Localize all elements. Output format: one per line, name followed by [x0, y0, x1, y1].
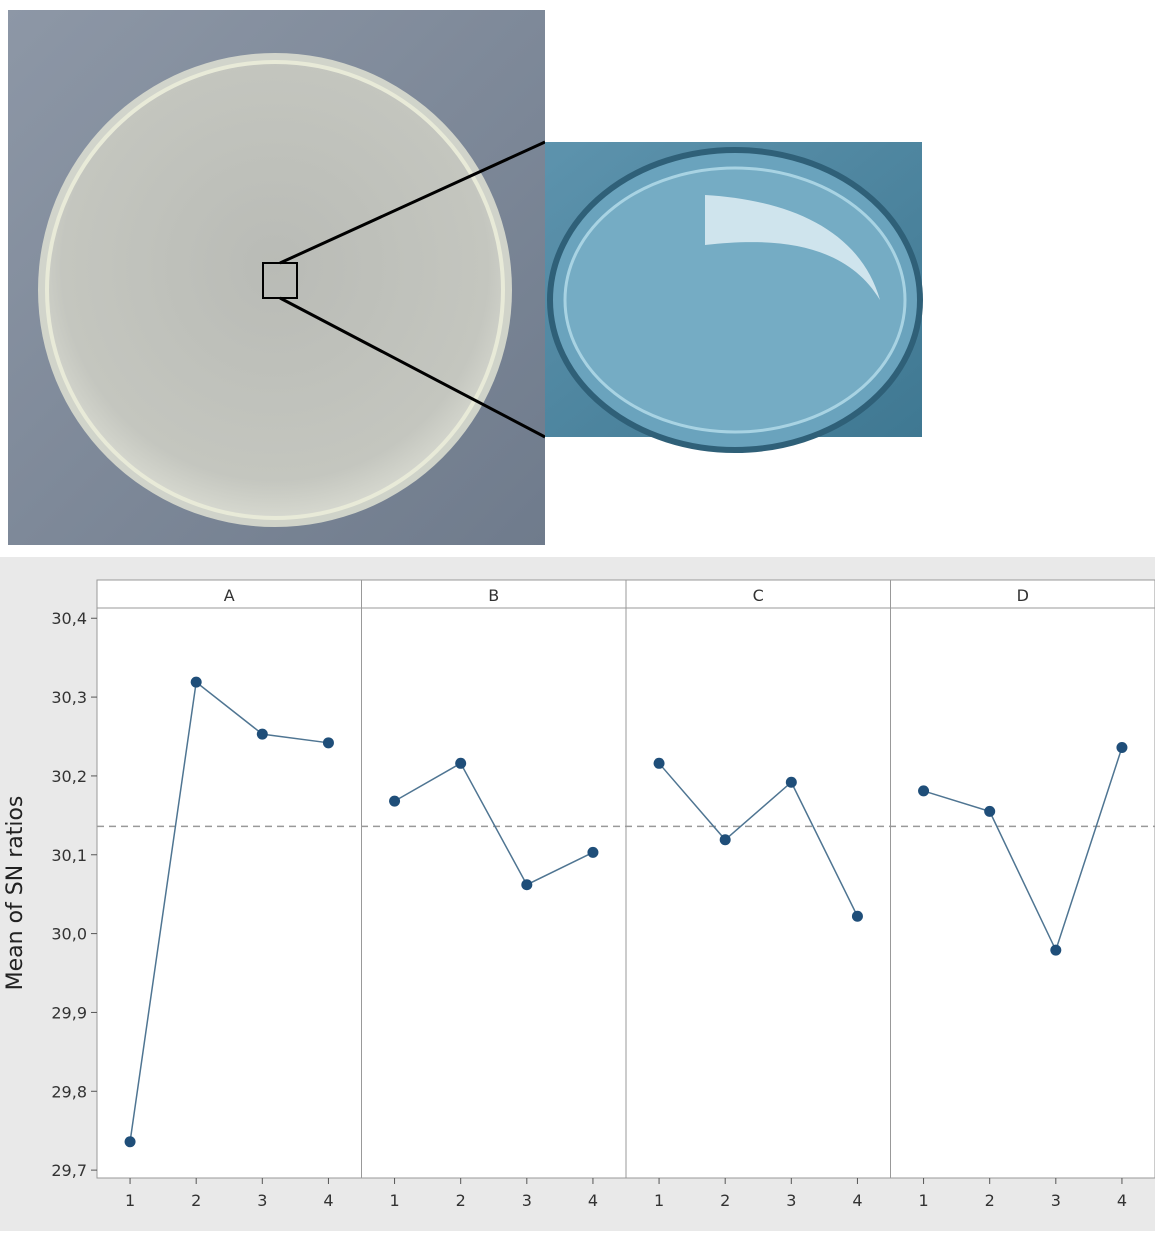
- point: [786, 777, 797, 788]
- y-tick-label: 29,9: [51, 1003, 87, 1022]
- panel-title: C: [753, 586, 764, 605]
- y-tick-label: 30,3: [51, 688, 87, 707]
- point: [191, 677, 202, 688]
- point: [1116, 742, 1127, 753]
- x-tick-label: 1: [125, 1191, 135, 1210]
- point: [852, 911, 863, 922]
- panel-title: D: [1017, 586, 1029, 605]
- point: [720, 834, 731, 845]
- point: [918, 785, 929, 796]
- panel-title: A: [224, 586, 235, 605]
- point: [389, 796, 400, 807]
- point: [455, 758, 466, 769]
- panel-title: B: [488, 586, 499, 605]
- x-tick-label: 3: [786, 1191, 796, 1210]
- x-tick-label: 3: [1051, 1191, 1061, 1210]
- y-axis-label: Mean of SN ratios: [3, 796, 28, 991]
- point: [587, 847, 598, 858]
- x-tick-label: 4: [323, 1191, 333, 1210]
- y-tick-label: 30,1: [51, 846, 87, 865]
- point: [521, 879, 532, 890]
- x-tick-label: 2: [456, 1191, 466, 1210]
- y-tick-label: 29,8: [51, 1082, 87, 1101]
- y-tick-label: 30,2: [51, 767, 87, 786]
- x-tick-label: 4: [1117, 1191, 1127, 1210]
- x-tick-label: 3: [257, 1191, 267, 1210]
- x-tick-label: 2: [985, 1191, 995, 1210]
- figure: Mean of SN ratios 29,7 29,8 29,9 30,0 30,1 30…: [0, 0, 1155, 1231]
- x-tick-label: 1: [918, 1191, 928, 1210]
- point: [257, 729, 268, 740]
- photo: [8, 10, 922, 545]
- point: [654, 758, 665, 769]
- x-tick-label: 3: [522, 1191, 532, 1210]
- x-tick-label: 4: [852, 1191, 862, 1210]
- point: [1050, 945, 1061, 956]
- x-tick-label: 1: [654, 1191, 664, 1210]
- x-tick-label: 2: [720, 1191, 730, 1210]
- y-tick-label: 30,0: [51, 925, 87, 944]
- x-tick-label: 2: [191, 1191, 201, 1210]
- point: [984, 806, 995, 817]
- x-tick-label: 4: [588, 1191, 598, 1210]
- y-tick-label: 30,4: [51, 609, 87, 628]
- x-tick-label: 1: [389, 1191, 399, 1210]
- point: [323, 737, 334, 748]
- point: [125, 1136, 136, 1147]
- y-tick-label: 29,7: [51, 1161, 87, 1180]
